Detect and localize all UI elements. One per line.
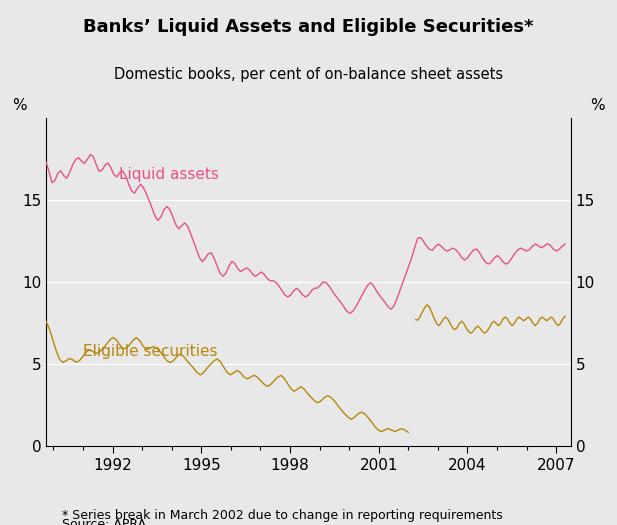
Text: * Series break in March 2002 due to change in reporting requirements: * Series break in March 2002 due to chan… [62,509,502,522]
Text: %: % [590,99,605,113]
Text: %: % [12,99,27,113]
Text: Banks’ Liquid Assets and Eligible Securities*: Banks’ Liquid Assets and Eligible Securi… [83,18,534,36]
Text: Eligible securities: Eligible securities [83,344,218,359]
Text: Source: APRA: Source: APRA [62,518,146,525]
Title: Domestic books, per cent of on-balance sheet assets: Domestic books, per cent of on-balance s… [114,68,503,82]
Text: Liquid assets: Liquid assets [118,167,218,182]
